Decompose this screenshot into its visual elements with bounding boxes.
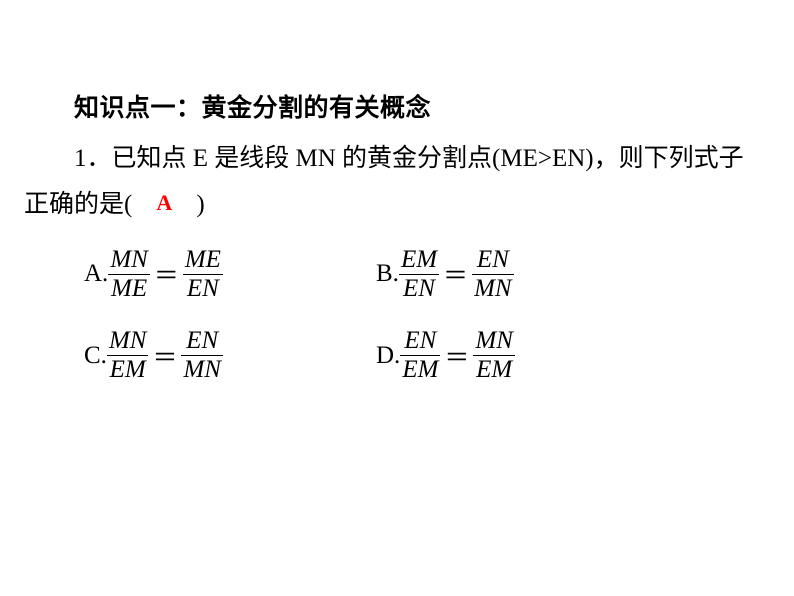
frac-num: EM xyxy=(399,247,439,273)
question-block: 1．已知点 E 是线段 MN 的黄金分割点(ME>EN)，则下列式子 正确的是(… xyxy=(24,136,770,229)
question-line1: 1．已知点 E 是线段 MN 的黄金分割点(ME>EN)，则下列式子 xyxy=(24,145,744,172)
option-b-label: B. xyxy=(376,260,399,288)
option-b-frac1: EM EN xyxy=(399,247,439,303)
options-grid: A. MN ME ＝ ME EN B. EM EN ＝ EN xyxy=(84,247,770,384)
option-a-frac1: MN ME xyxy=(108,247,150,303)
frac-den: ME xyxy=(109,276,149,302)
equals-sign: ＝ xyxy=(444,338,469,374)
frac-den: EM xyxy=(474,357,514,383)
equals-sign: ＝ xyxy=(154,256,179,292)
frac-num: ME xyxy=(183,247,223,273)
option-d: D. EN EM ＝ MN EM xyxy=(376,328,668,384)
option-d-frac2: MN EM xyxy=(473,328,515,384)
option-c: C. MN EM ＝ EN MN xyxy=(84,328,376,384)
option-a: A. MN ME ＝ ME EN xyxy=(84,247,376,303)
option-b: B. EM EN ＝ EN MN xyxy=(376,247,668,303)
answer-letter: A xyxy=(156,183,172,224)
option-b-frac2: EN MN xyxy=(472,247,514,303)
option-a-label: A. xyxy=(84,260,108,288)
question-line2-suffix: ) xyxy=(196,191,204,218)
option-d-frac1: EN EM xyxy=(400,328,440,384)
frac-den: EN xyxy=(185,276,221,302)
frac-num: EN xyxy=(475,247,511,273)
option-c-frac1: MN EM xyxy=(107,328,149,384)
frac-den: MN xyxy=(472,276,514,302)
question-line2-prefix: 正确的是( xyxy=(24,191,132,218)
frac-den: EM xyxy=(108,357,148,383)
section-heading: 知识点一：黄金分割的有关概念 xyxy=(74,88,770,124)
frac-den: EM xyxy=(400,357,440,383)
option-c-frac2: EN MN xyxy=(181,328,223,384)
frac-den: EN xyxy=(401,276,437,302)
frac-num: EN xyxy=(402,328,438,354)
frac-num: MN xyxy=(108,247,150,273)
option-c-label: C. xyxy=(84,342,107,370)
option-d-label: D. xyxy=(376,342,400,370)
option-a-frac2: ME EN xyxy=(183,247,223,303)
frac-num: MN xyxy=(473,328,515,354)
equals-sign: ＝ xyxy=(443,256,468,292)
frac-num: MN xyxy=(107,328,149,354)
frac-num: EN xyxy=(184,328,220,354)
frac-den: MN xyxy=(181,357,223,383)
equals-sign: ＝ xyxy=(152,338,177,374)
